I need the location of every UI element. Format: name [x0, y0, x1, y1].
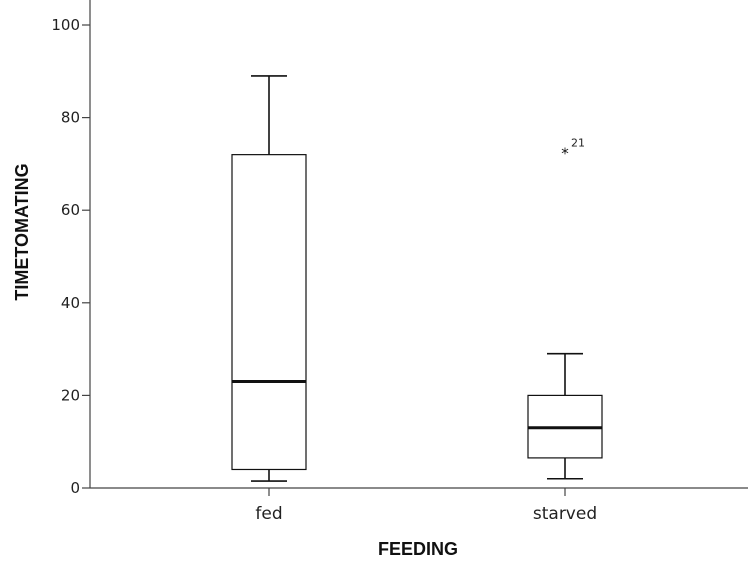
y-tick-label: 40: [61, 294, 80, 312]
iqr-box: [231, 154, 307, 471]
axes: [89, 0, 748, 489]
y-tick-label: 80: [61, 109, 80, 127]
x-tick-labels: fed starved: [255, 488, 597, 524]
box-fed: [231, 75, 307, 482]
y-ticks: 0 20 40 60 80 100: [51, 16, 90, 497]
y-tick-label: 0: [70, 479, 80, 497]
boxes: *21: [231, 75, 603, 482]
y-tick-label: 100: [51, 16, 80, 34]
x-tick-label: fed: [255, 504, 282, 524]
outlier-marker: *: [561, 144, 569, 162]
box-starved: *21: [527, 136, 603, 480]
x-tick-label: starved: [533, 504, 597, 524]
y-axis-title: TIMETOMATING: [12, 163, 32, 300]
x-axis-title: FEEDING: [378, 539, 458, 559]
y-tick-label: 20: [61, 386, 80, 404]
y-tick-label: 60: [61, 201, 80, 219]
outlier-label: 21: [571, 136, 585, 149]
